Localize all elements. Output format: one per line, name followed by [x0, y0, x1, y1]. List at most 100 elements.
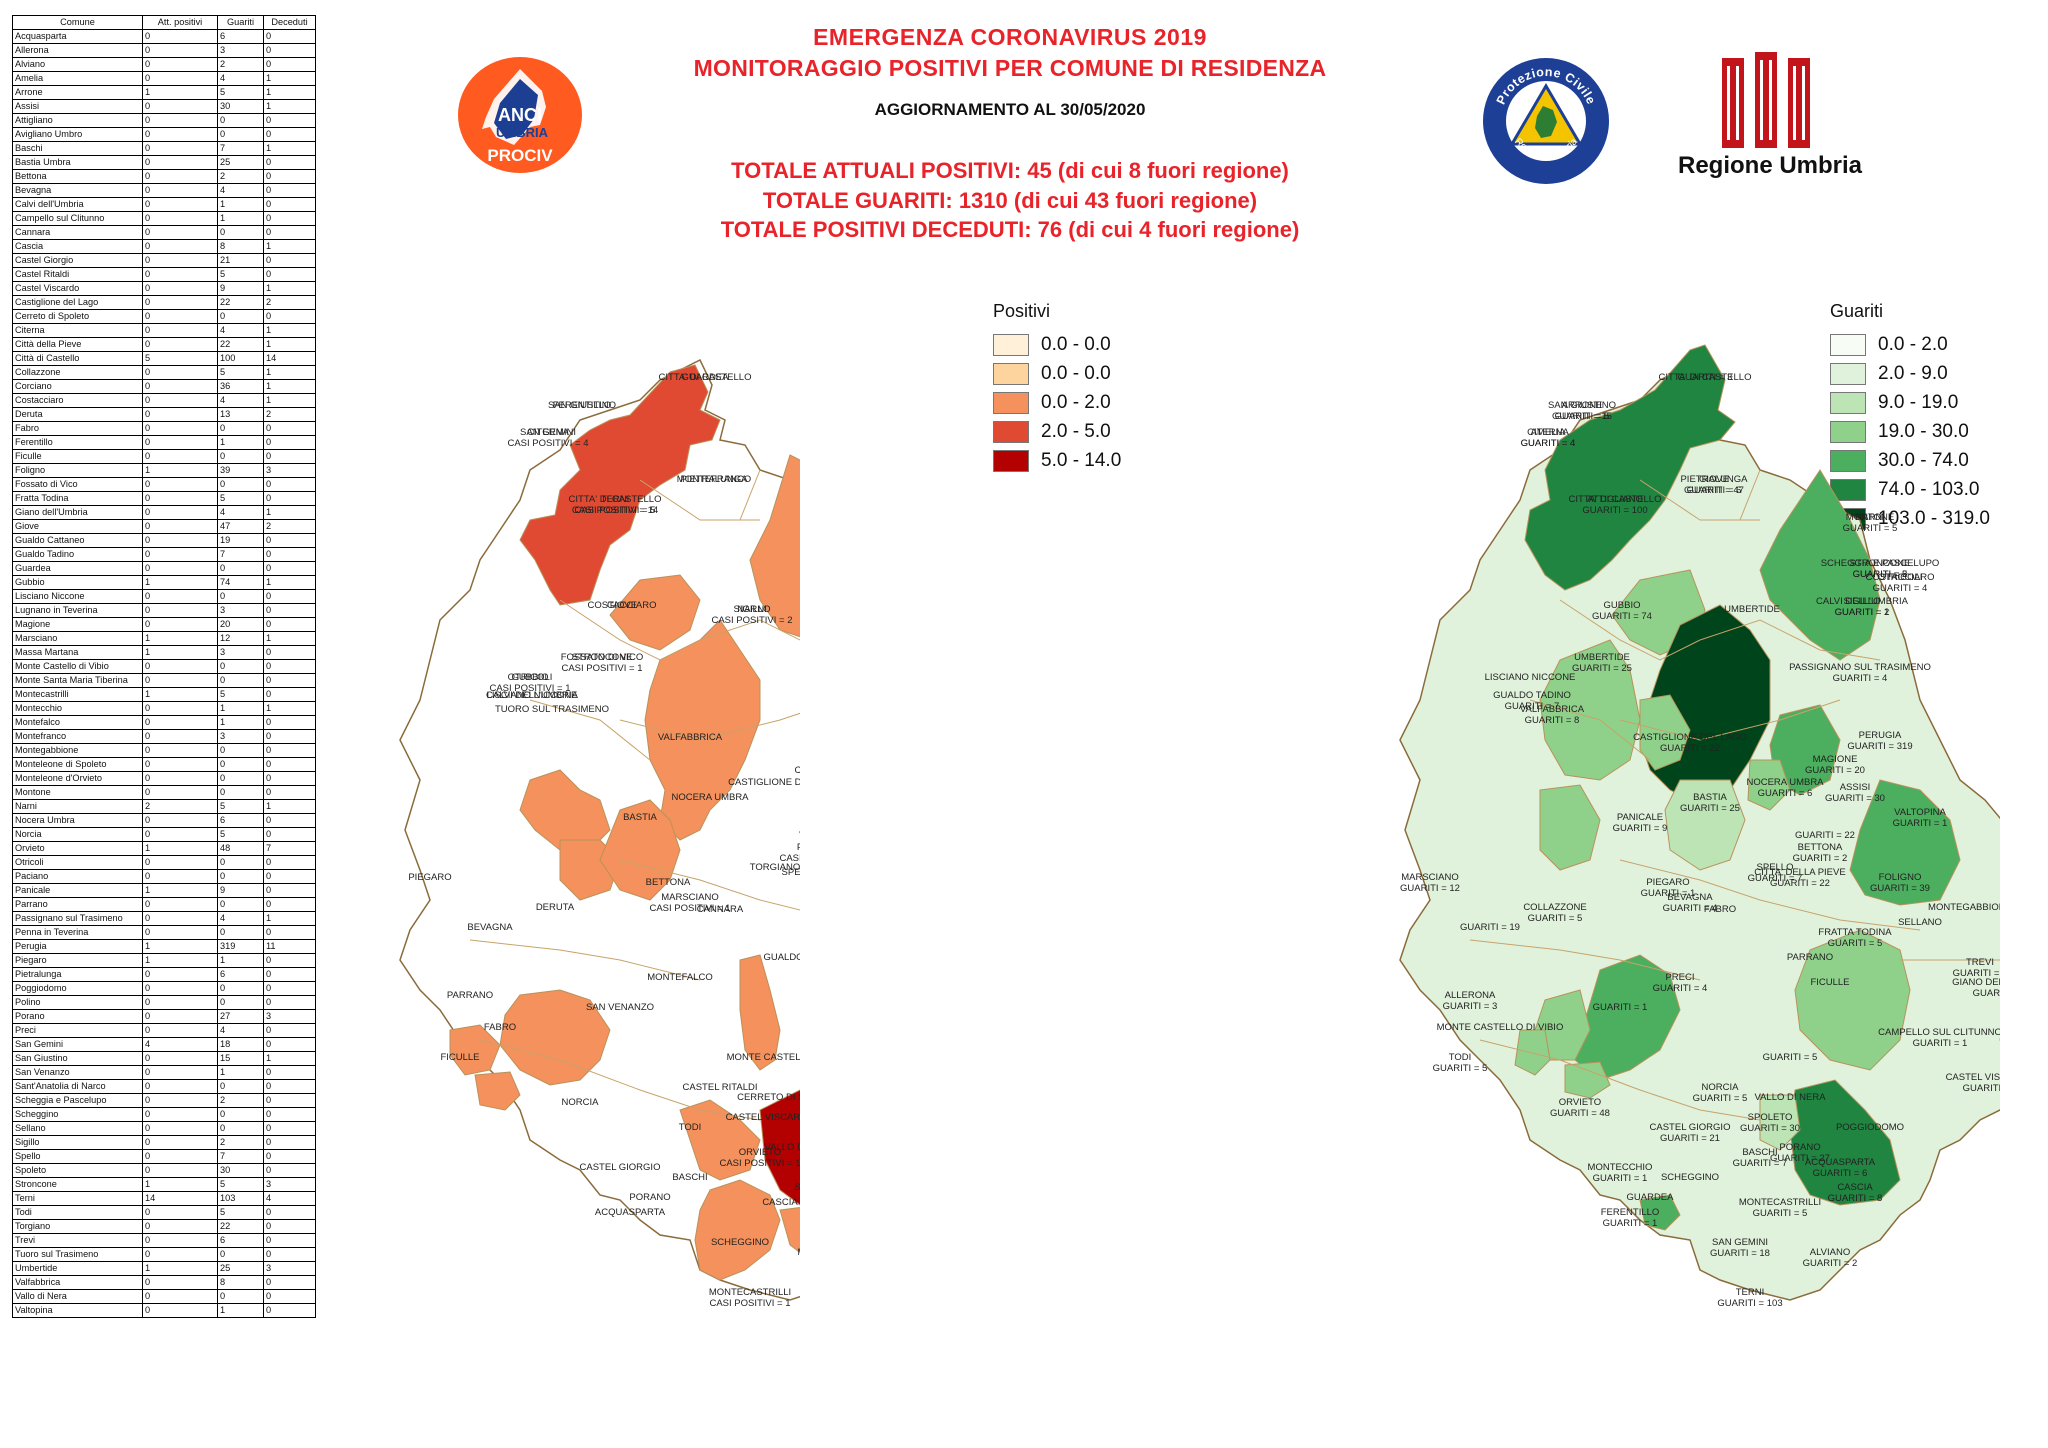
legend-guariti-title: Guariti [1830, 301, 1884, 321]
positivi-municipality-label: MONTECASTRILLI CASI POSITIVI = 1 [709, 1287, 791, 1309]
positivi-municipality-label: ACQUASPARTA [595, 1207, 666, 1218]
table-row: Costacciaro 0 4 1 [12, 393, 316, 408]
guariti-municipality-label: STRONCONE GUARITI = 5 [1850, 558, 1911, 580]
positivi-boundary-line [699, 619, 800, 641]
table-row: Baschi 0 7 1 [12, 141, 316, 156]
guariti-label-line: GUARITI = 7 [1505, 701, 1560, 712]
guariti-municipality-label: MARSCIANO GUARITI = 12 [1400, 872, 1460, 894]
positivi-municipality [779, 1206, 800, 1254]
guariti-label-line: GUARITI = 4 [1973, 988, 2000, 999]
comuni-table-container: Comune Att. positivi Guariti Deceduti Ac… [12, 15, 316, 1318]
guariti-legend-label: 9.0 - 19.0 [1878, 391, 1959, 413]
table-row: Monte Santa Maria Tiberina 0 0 0 [12, 673, 316, 688]
positivi-label-line: CANNARA [697, 904, 744, 915]
guariti-label-line: CASCIA [1837, 1182, 1873, 1193]
table-row: Fabro 0 0 0 [12, 421, 316, 436]
guariti-municipality-label: BASTIA GUARITI = 25 [1680, 792, 1740, 814]
guariti-municipality-label: ACQUASPARTA GUARITI = 6 [1805, 1157, 1876, 1179]
guariti-municipality-label: COLLAZZONE GUARITI = 5 [1523, 902, 1586, 924]
legend-guariti: Guariti 0.0 - 2.0 2.0 - 9.0 9.0 - 19.0 19.0… [1830, 301, 1990, 533]
guariti-legend-label: 0.0 - 2.0 [1878, 333, 1948, 355]
table-row: Collazzone 0 5 1 [12, 365, 316, 380]
guariti-municipality-label: CALVI DELL'UMBRIA GUARITI = 1 [1816, 596, 1909, 618]
guariti-label-line: VALFABBRICA [1520, 704, 1585, 715]
cell-deceduti: 0 [263, 1303, 316, 1318]
positivi-municipality-label: SAN GIUSTINO [548, 400, 616, 411]
positivi-legend-item: 2.0 - 5.0 [993, 417, 1121, 446]
positivi-municipality-label: CASTEL GIORGIO [580, 1162, 661, 1173]
guariti-label-line: LISCIANO NICCONE [1485, 672, 1576, 683]
guariti-boundary-line [1619, 859, 1921, 931]
table-row: Pietralunga 0 6 0 [12, 967, 316, 982]
positivi-label-line: CASI POSITIVI = 1 [489, 683, 570, 694]
prociv-text: PROCIV [487, 146, 553, 165]
total-positivi: TOTALE ATTUALI POSITIVI: 45 (di cui 8 fu… [731, 158, 1289, 183]
guariti-label-line: ALLERONA [1445, 990, 1496, 1001]
guariti-label-line: PIETRALUNGA [1680, 474, 1748, 485]
guariti-municipality-label: CAMPELLO SUL CLITUNNO GUARITI = 1 [1878, 1027, 2000, 1049]
guariti-municipality [1747, 759, 1791, 811]
table-row: Acquasparta 0 6 0 [12, 29, 316, 44]
positivi-label-line: TUORO SUL TRASIMENO [495, 704, 609, 715]
guariti-legend-label: 2.0 - 9.0 [1878, 362, 1948, 384]
guariti-municipality [1849, 779, 1961, 906]
guariti-municipality-label: PERUGIA GUARITI = 319 [1847, 730, 1912, 752]
positivi-municipality-label: SANT'ANATOLIA DI NARCO [794, 1182, 800, 1193]
guariti-municipality [1789, 1079, 1901, 1206]
guariti-label-line: GUARITI = 9 [1613, 823, 1668, 834]
guariti-label-line: SAN GEMINI [1712, 1237, 1768, 1248]
positivi-boundary-line [619, 712, 800, 741]
guariti-label-line: SELLANO [1898, 917, 1942, 928]
protezione-civile-logo: Protezione Civile Regione Umbria [1483, 58, 1609, 184]
guariti-municipality-label: VALLO DI NERA [1754, 1092, 1826, 1103]
guariti-label-line: GUARITI = 21 [1660, 1133, 1720, 1144]
regione-umbria-label: Regione Umbria [1677, 152, 1863, 179]
table-row: Montefranco 0 3 0 [12, 729, 316, 744]
guariti-municipality-label: PORANO GUARITI = 27 [1770, 1142, 1830, 1164]
cell-positivi: 0 [142, 1303, 218, 1318]
guariti-label-line: BETTONA [1798, 842, 1843, 853]
guariti-label-line: NARNI [1855, 512, 1885, 523]
guariti-municipality-label: MONTONE [1846, 512, 1894, 523]
guariti-label-line: GUARITI = 4 [1663, 903, 1718, 914]
guariti-municipality-label: ATTIGLIANO [1587, 494, 1643, 505]
table-row: Terni 14 103 4 [12, 1191, 316, 1206]
positivi-legend-swatch [993, 449, 1029, 472]
guariti-municipality-label: NARNI GUARITI = 5 [1843, 512, 1898, 534]
guariti-municipality-label: CITTA' DI CASTELLO GUARITI = 100 [1569, 494, 1662, 516]
guariti-label-line: ARRONE [1562, 400, 1603, 411]
guariti-municipality [1759, 469, 1881, 661]
guariti-label-line: GUARITI = 5 [1433, 1063, 1488, 1074]
guariti-municipality [1564, 1061, 1611, 1099]
guariti-label-line: GUARITI = 30 [1825, 793, 1885, 804]
guariti-label-line: GUARITI = 7 [1748, 873, 1803, 884]
positivi-label-line: CASI POSITIVI = 5 [574, 505, 655, 516]
umbria-text-logo: UMBRIA [496, 125, 549, 140]
guariti-label-line: GUBBIO [1604, 600, 1641, 611]
guariti-label-line: GUARITI = 1 [1603, 1218, 1658, 1229]
guariti-label-line: GUARITI = 5 [1555, 411, 1610, 422]
guariti-label-line: CASTIGLIONE DEL LAGO [1633, 732, 1747, 743]
guariti-label-line: GUARDEA [1627, 1192, 1675, 1203]
positivi-municipality [499, 989, 611, 1086]
positivi-label-line: CASI POSITIVI = 2 [711, 615, 792, 626]
positivi-municipality-label: NORCIA [562, 1097, 600, 1108]
guariti-label-line: GUARITI = 47 [1684, 485, 1744, 496]
positivi-municipality-label: CANNARA [697, 904, 744, 915]
guariti-label-line: GUARITI = 6 [1758, 788, 1813, 799]
positivi-municipality-label: SIGILLO [734, 604, 771, 615]
positivi-municipality [599, 799, 681, 901]
table-row: Massa Martana 1 3 0 [12, 645, 316, 660]
table-row: Giove 0 47 2 [12, 519, 316, 534]
guariti-label-line: GUARITI = 15 [1552, 411, 1612, 422]
positivi-label-line: CASTEL GIORGIO [580, 1162, 661, 1173]
positivi-legend-swatch [993, 420, 1029, 443]
positivi-municipality-label: TUORO SUL TRASIMENO [495, 704, 609, 715]
guariti-legend-swatch [1830, 449, 1866, 472]
guariti-legend-item: 2.0 - 9.0 [1830, 359, 1990, 388]
guariti-municipality [1539, 784, 1601, 871]
guariti-label-line: BASCHI [1742, 1147, 1777, 1158]
positivi-label-line: GUALDO CATTANEO [763, 952, 800, 963]
guariti-label-line: COSTACCIARO [1866, 572, 1935, 583]
guariti-label-line: FABRO [1704, 904, 1736, 915]
